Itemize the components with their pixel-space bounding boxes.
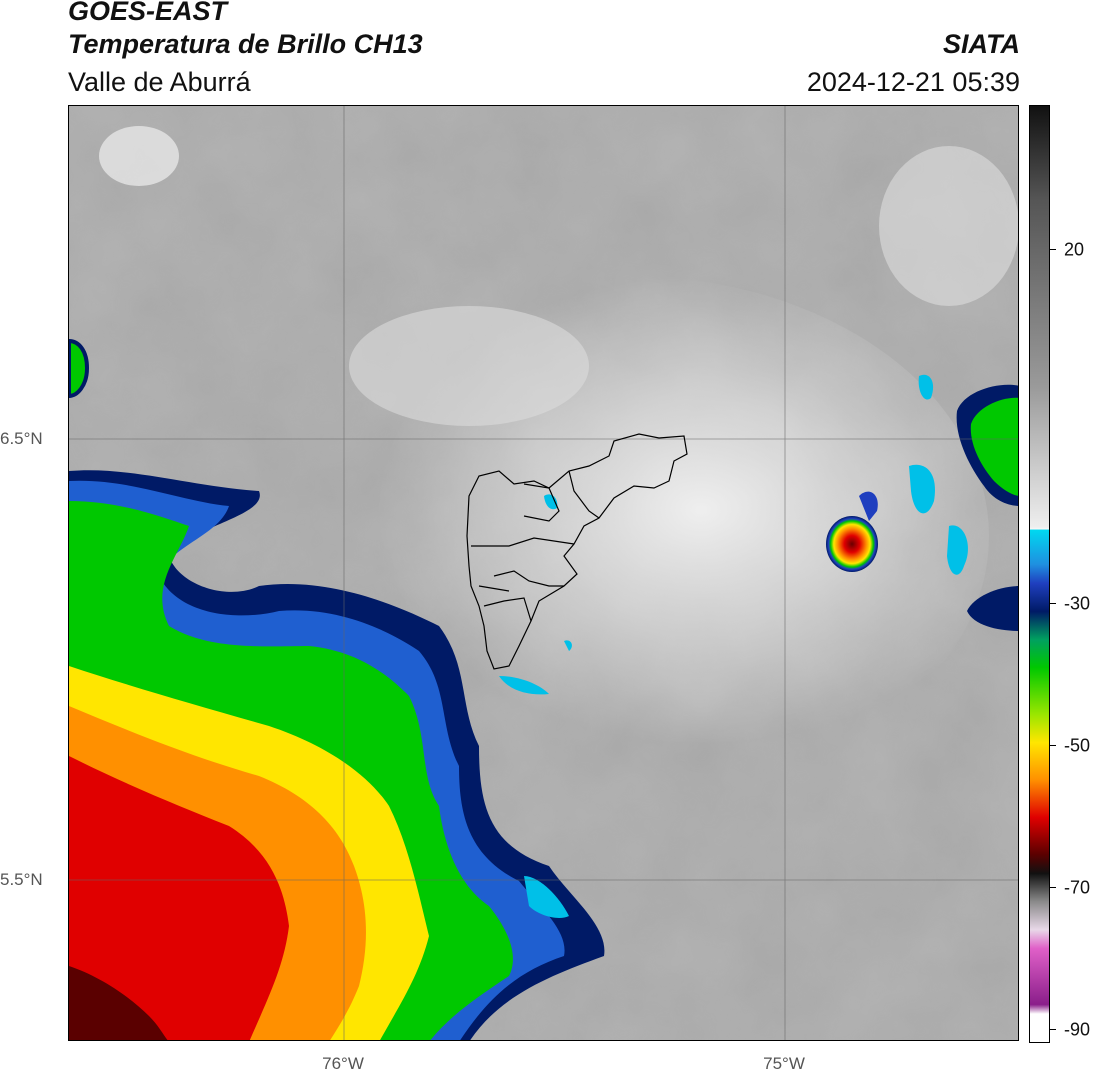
region-label: Valle de Aburrá (68, 67, 251, 97)
agency-label: SIATA (943, 29, 1020, 59)
lat-label-south: 5.5°N (0, 870, 43, 889)
colorbar-tick-20: 20 (1064, 239, 1085, 260)
lon-label-west: 76°W (322, 1054, 364, 1073)
colorbar-tick-minus90: -90 (1064, 1019, 1091, 1040)
satellite-map (69, 106, 1018, 1040)
product-title: Temperatura de Brillo CH13 (68, 29, 423, 59)
colorbar-tick-minus30: -30 (1064, 593, 1091, 614)
colorbar (1029, 105, 1050, 1043)
convective-system-east-edge (909, 374, 1018, 631)
colorbar-tick-minus70: -70 (1064, 877, 1091, 898)
lat-label-north: 6.5°N (0, 429, 43, 448)
valle-de-aburra-boundary (466, 433, 688, 670)
colorbar-tick-minus50: -50 (1064, 735, 1091, 756)
lon-label-east: 75°W (763, 1054, 805, 1073)
graticule (69, 106, 1018, 1040)
datetime-label: 2024-12-21 05:39 (806, 67, 1020, 97)
convective-system-southwest (69, 470, 605, 1040)
satellite-title: GOES-EAST (68, 0, 228, 26)
convective-cell-east (826, 516, 878, 572)
map-panel[interactable] (68, 105, 1019, 1041)
